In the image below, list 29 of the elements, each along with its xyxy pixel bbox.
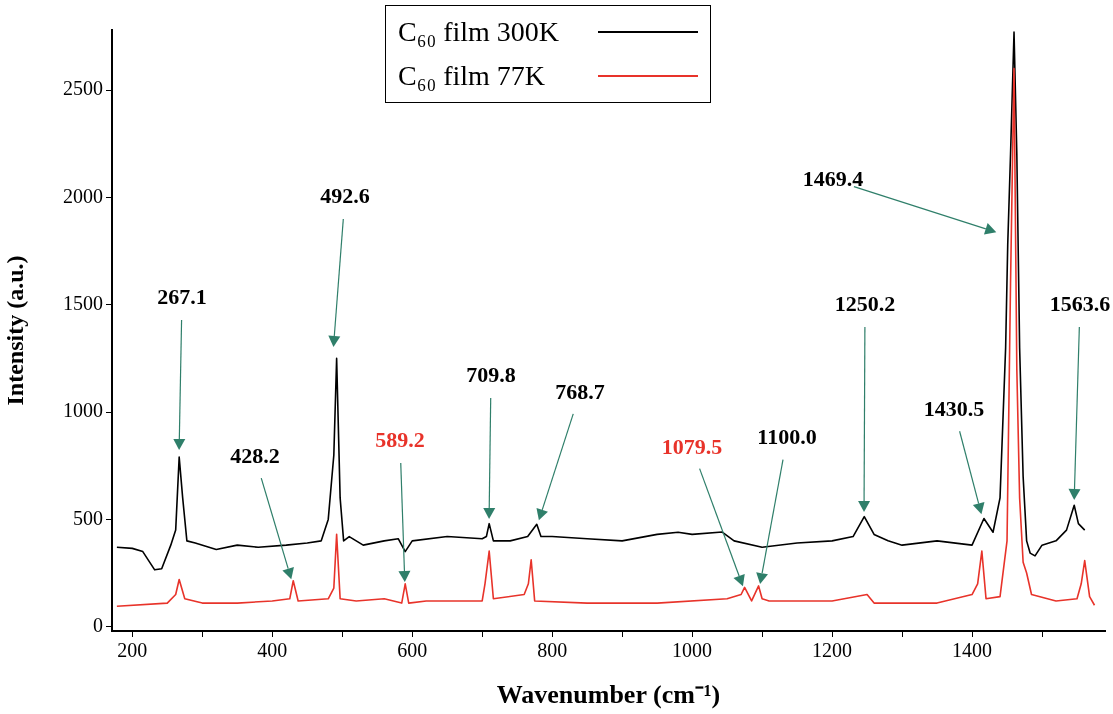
y-tick-label: 500 — [73, 506, 103, 529]
annotation: 1250.2 — [834, 290, 896, 316]
legend-label: C₆₀ film 77K — [398, 59, 547, 93]
y-tick-label: 2500 — [63, 77, 103, 100]
annotation: 267.1 — [157, 283, 207, 309]
x-tick-label: 1200 — [812, 639, 853, 662]
annotation: 1079.5 — [661, 433, 723, 459]
x-tick-label: 200 — [117, 639, 148, 662]
x-tick-label: 1000 — [672, 639, 713, 662]
annotation: 1100.0 — [757, 423, 817, 449]
y-axis-title: Intensity (a.u.) — [1, 255, 28, 406]
x-tick-label: 800 — [537, 639, 568, 662]
annotation: 1563.6 — [1049, 290, 1111, 316]
y-tick-label: 1500 — [63, 291, 103, 314]
annotation: 709.8 — [466, 361, 516, 387]
legend-label: C₆₀ film 300K — [398, 15, 561, 49]
annotation: 492.6 — [320, 182, 370, 208]
x-tick-label: 1400 — [952, 639, 993, 662]
annotation: 1430.5 — [923, 395, 985, 421]
annotation: 1469.4 — [802, 165, 864, 191]
annotation: 589.2 — [375, 426, 425, 452]
x-tick-label: 400 — [257, 639, 288, 662]
y-tick-label: 0 — [93, 613, 103, 636]
annotation: 768.7 — [555, 378, 605, 404]
x-tick-label: 600 — [397, 639, 428, 662]
y-tick-label: 2000 — [63, 184, 103, 207]
annotation: 428.2 — [230, 442, 280, 468]
y-tick-label: 1000 — [63, 399, 103, 422]
x-axis-title: Wavenumber (cm⁻¹) — [496, 680, 721, 710]
